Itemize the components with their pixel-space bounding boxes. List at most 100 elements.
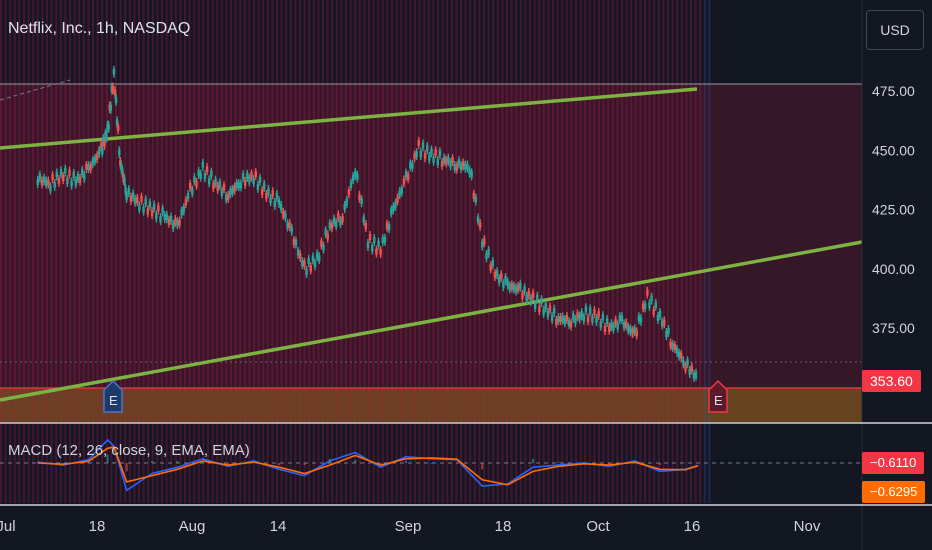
session-stripe: [170, 0, 173, 503]
candle-body: [241, 173, 245, 180]
candle-body: [603, 326, 607, 333]
candle-body: [550, 315, 554, 322]
candle-body: [495, 270, 499, 277]
session-stripe: [630, 0, 633, 503]
candle-body: [688, 368, 691, 375]
session-stripe: [266, 0, 269, 503]
candle-body: [529, 296, 533, 303]
candle-body: [635, 330, 638, 337]
candle-body: [519, 282, 522, 289]
candle-body: [457, 159, 461, 166]
candle-body: [557, 316, 560, 323]
earnings-letter: E: [109, 393, 118, 408]
candle-body: [381, 237, 384, 244]
session-stripe: [464, 0, 467, 503]
macd-histogram-bar: [506, 462, 509, 463]
candle-body: [565, 314, 569, 321]
session-stripe: [386, 0, 389, 503]
candle-body: [165, 213, 169, 220]
candle-body: [589, 307, 592, 314]
candle-body: [601, 314, 605, 321]
candle-body: [248, 177, 251, 184]
session-stripe: [312, 0, 315, 503]
candle-body: [415, 151, 418, 158]
candle-body: [616, 323, 619, 330]
session-stripe: [418, 0, 421, 503]
candle-body: [288, 222, 291, 229]
candle-body: [500, 273, 503, 280]
candle-body: [536, 294, 539, 301]
candle-body: [627, 325, 630, 332]
candle-body: [597, 310, 600, 317]
candle-body: [161, 207, 164, 214]
macd-histogram-bar: [582, 462, 585, 463]
candle-body: [111, 85, 115, 92]
session-stripe: [455, 0, 458, 503]
candle-body: [572, 313, 575, 320]
candle-body: [633, 327, 636, 334]
candle-body: [411, 162, 414, 169]
candle-body: [103, 141, 106, 148]
candle-body: [432, 156, 435, 163]
x-tick-label: Sep: [395, 518, 422, 535]
candle-body: [112, 68, 116, 75]
candle-body: [118, 149, 121, 156]
candle-body: [89, 164, 92, 171]
candle-body: [656, 314, 660, 321]
session-stripe: [372, 0, 375, 503]
candle-body: [358, 193, 361, 200]
session-stripe: [565, 0, 568, 503]
candle-body: [87, 164, 90, 171]
session-stripe: [96, 0, 99, 503]
candle-body: [675, 347, 679, 354]
candle-body: [146, 208, 150, 215]
candle-body: [396, 196, 399, 203]
candle-body: [462, 161, 465, 168]
candle-body: [322, 244, 325, 251]
candle-body: [652, 308, 655, 315]
candle-body: [133, 197, 137, 204]
candle-body: [184, 199, 188, 206]
candle-body: [559, 316, 562, 323]
candle-body: [354, 170, 357, 177]
session-stripe: [611, 0, 614, 503]
x-tick-label: Nov: [794, 518, 821, 535]
candle-body: [504, 276, 507, 283]
session-stripe: [657, 0, 660, 503]
candle-body: [582, 315, 586, 322]
candle-body: [157, 205, 160, 212]
session-stripe: [18, 0, 21, 503]
candle-body: [474, 196, 478, 203]
candle-body: [453, 164, 456, 171]
candle-body: [38, 173, 42, 180]
macd-indicator-label[interactable]: MACD (12, 26, close, 9, EMA, EMA): [8, 442, 250, 459]
session-stripe: [257, 0, 260, 503]
candle-body: [172, 223, 175, 230]
candle-body: [210, 170, 213, 177]
session-stripe: [377, 0, 380, 503]
candle-body: [387, 224, 391, 231]
candle-body: [690, 365, 693, 372]
candle-body: [102, 137, 105, 144]
earnings-flag: [103, 379, 123, 413]
candle-body: [279, 204, 283, 211]
currency-button[interactable]: USD: [866, 10, 924, 50]
candle-body: [299, 252, 302, 259]
candle-body: [95, 154, 99, 161]
candle-body: [57, 177, 61, 184]
candle-body: [91, 159, 94, 166]
session-stripe: [552, 0, 554, 503]
last-price-tag: 353.60: [862, 370, 921, 392]
candle-body: [538, 306, 541, 313]
candle-body: [105, 133, 108, 140]
candle-body: [296, 249, 300, 256]
candle-body: [608, 325, 611, 332]
session-stripes: [0, 0, 711, 503]
candle-body: [483, 238, 486, 245]
candle-body: [400, 187, 404, 194]
y-tick-label: 400.00: [872, 261, 915, 277]
candle-body: [214, 178, 217, 185]
session-stripe: [662, 0, 665, 503]
candle-body: [383, 236, 387, 243]
session-stripe: [345, 0, 347, 503]
